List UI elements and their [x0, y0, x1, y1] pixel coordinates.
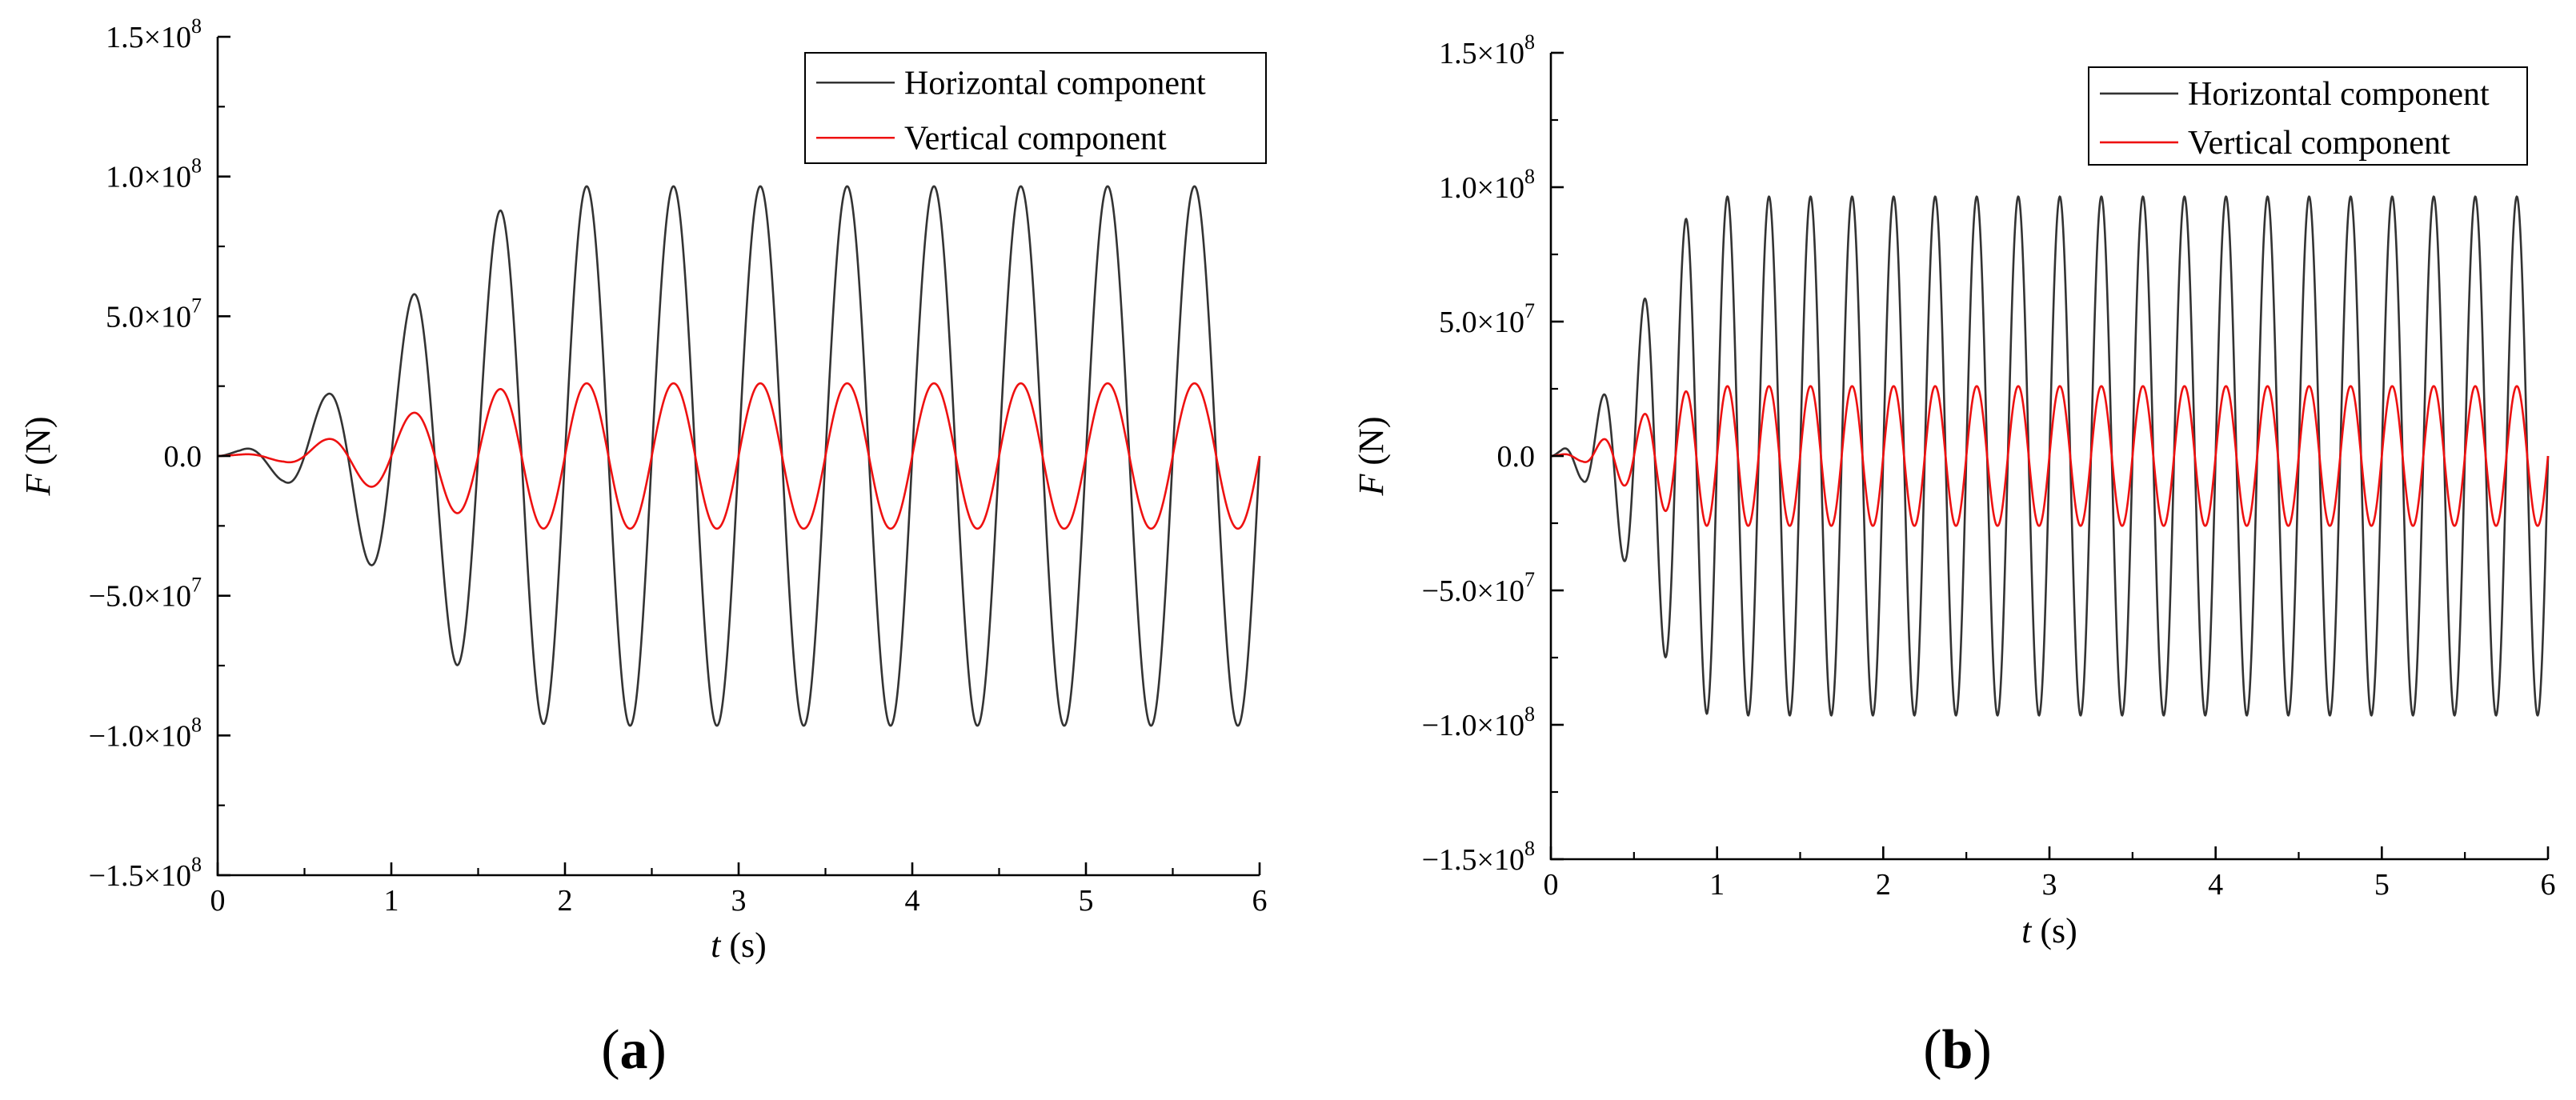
x-tick-label: 6: [2541, 868, 2556, 902]
y-tick-label: 5.0×107: [1439, 299, 1535, 339]
x-tick-label: 2: [558, 884, 573, 918]
x-tick-label: 5: [1079, 884, 1094, 918]
y-tick-label: 1.5×108: [1439, 30, 1535, 70]
legend-label-vertical: Vertical component: [2188, 125, 2450, 162]
legend-label-horizontal: Horizontal component: [904, 65, 1206, 102]
y-tick-label: −1.5×108: [1422, 837, 1535, 877]
y-tick-label: −1.5×108: [89, 853, 202, 893]
panel-label: (b): [1923, 1019, 1992, 1081]
y-tick-label: 0.0: [1497, 440, 1536, 474]
legend-label-vertical: Vertical component: [904, 120, 1167, 157]
y-tick-label: 5.0×107: [106, 294, 202, 334]
x-tick-label: 3: [731, 884, 747, 918]
x-tick-label: 1: [1709, 868, 1725, 902]
x-axis-label: t (s): [2021, 911, 2077, 950]
x-tick-label: 1: [384, 884, 399, 918]
x-tick-label: 0: [210, 884, 226, 918]
chart-panel-a: 0 1 2 3 4 5 6 −1.5×108 −1.0×108 −5.0×107 0.0 5.0×10…: [18, 14, 1268, 1081]
y-tick-label: 1.0×108: [1439, 165, 1535, 205]
legend-label-horizontal: Horizontal component: [2188, 76, 2490, 113]
x-tick-label: 5: [2374, 868, 2390, 902]
y-axis-label: F (N): [1352, 417, 1391, 497]
x-tick-label: 4: [2208, 868, 2223, 902]
series-line-vertical: [218, 382, 1261, 530]
x-tick-label: 3: [2042, 868, 2057, 902]
y-tick-label: 1.5×108: [106, 14, 202, 54]
panel-label: (a): [601, 1019, 667, 1081]
x-axis-label: t (s): [711, 926, 767, 965]
x-tick-label: 2: [1876, 868, 1891, 902]
x-tick-label: 4: [905, 884, 920, 918]
legend-box: [804, 52, 1267, 164]
series-line-vertical: [1551, 385, 2550, 527]
chart-panel-b: 0 1 2 3 4 5 6 −1.5×108 −1.0×108 −5.0×107 0.0 5.0×10…: [1352, 30, 2556, 1081]
y-tick-label: −5.0×107: [89, 574, 202, 614]
y-tick-label: −1.0×108: [1422, 702, 1535, 742]
y-tick-label: 0.0: [164, 440, 202, 474]
y-tick-label: −1.0×108: [89, 713, 202, 753]
legend-box: [2088, 66, 2528, 166]
x-tick-label: 0: [1544, 868, 1559, 902]
y-tick-label: −5.0×107: [1422, 568, 1535, 608]
y-axis-label: F (N): [18, 417, 58, 497]
y-tick-label: 1.0×108: [106, 154, 202, 194]
x-tick-label: 6: [1252, 884, 1268, 918]
legend: Horizontal component Vertical component: [2088, 66, 2528, 166]
legend: Horizontal component Vertical component: [804, 52, 1267, 164]
